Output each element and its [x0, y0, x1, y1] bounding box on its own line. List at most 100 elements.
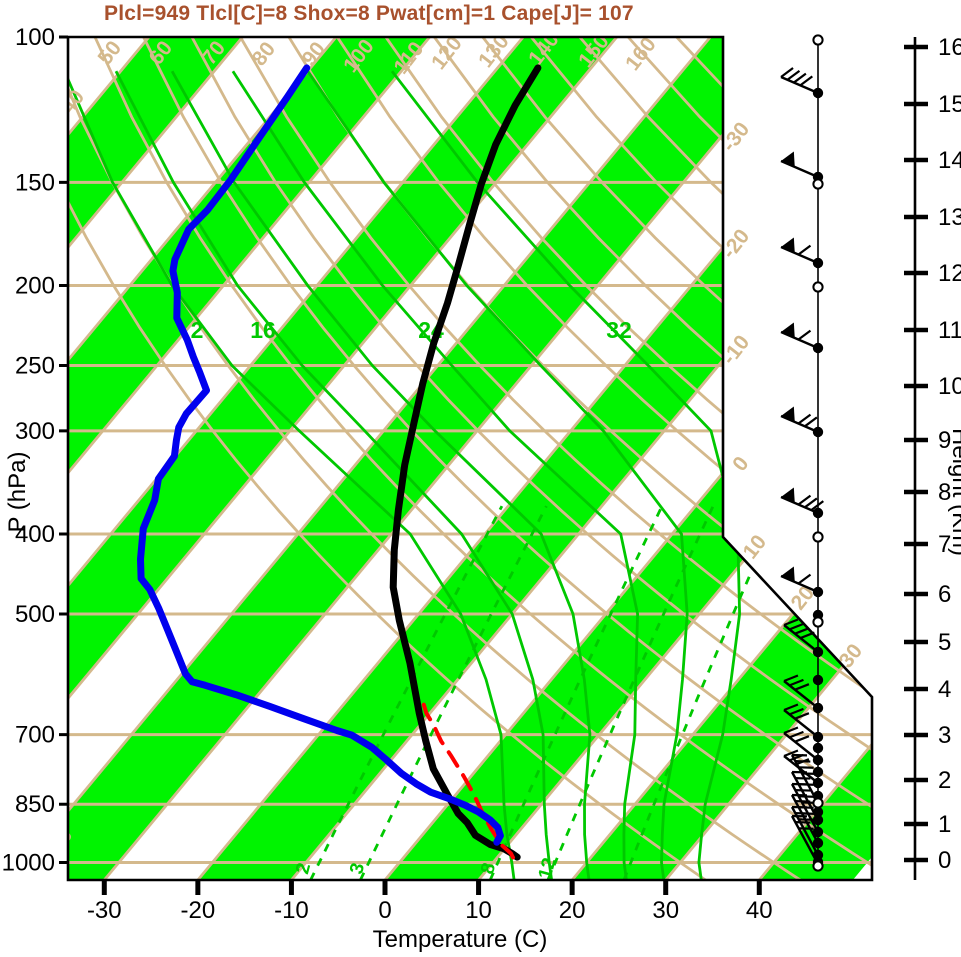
svg-text:12: 12 — [938, 260, 961, 287]
wind-level-dot — [812, 702, 824, 714]
pressure-axis-title: P (hPa) — [4, 451, 31, 533]
wind-barb — [780, 566, 819, 594]
svg-text:300: 300 — [15, 418, 55, 445]
pressure-axis: 100 150 200 250 300 400 500 700 850 1000 — [2, 24, 68, 877]
wind-level-open-circle — [812, 178, 824, 190]
svg-text:16: 16 — [250, 317, 276, 343]
svg-text:250: 250 — [15, 352, 55, 379]
temperature-axis-title: Temperature (C) — [372, 926, 548, 953]
svg-text:3: 3 — [938, 722, 951, 749]
svg-text:11: 11 — [938, 317, 961, 344]
svg-text:13: 13 — [938, 204, 961, 231]
svg-text:4: 4 — [938, 676, 951, 703]
svg-text:0: 0 — [378, 897, 391, 924]
wind-level-dot — [812, 342, 824, 354]
wind-barb — [780, 487, 824, 515]
wind-barb — [780, 237, 819, 265]
temperature-curve — [389, 64, 542, 861]
wind-level-dot — [812, 731, 824, 743]
wind-barb — [790, 805, 820, 856]
wind-barb — [783, 674, 819, 709]
wind-level-dot — [812, 814, 824, 826]
svg-text:40: 40 — [746, 897, 773, 924]
svg-text:2: 2 — [938, 767, 951, 794]
wind-level-open-circle — [812, 616, 824, 628]
wind-level-dot — [812, 766, 824, 778]
wind-barb — [783, 726, 819, 761]
svg-text:0: 0 — [728, 452, 753, 475]
svg-text:8: 8 — [477, 861, 500, 877]
svg-text:6: 6 — [938, 581, 951, 608]
wind-barb-column — [780, 34, 824, 872]
svg-text:400: 400 — [15, 521, 55, 548]
chart-title: Plcl=949 Tlcl[C]=8 Shox=8 Pwat[cm]=1 Cap… — [104, 2, 634, 25]
svg-text:7: 7 — [938, 531, 951, 558]
wind-level-open-circle — [812, 860, 824, 872]
wind-barb — [783, 703, 819, 738]
temperature-axis: -30 -20 -10 0 10 20 30 40 — [87, 880, 773, 924]
wind-level-dot — [812, 426, 824, 438]
svg-text:2: 2 — [292, 861, 315, 877]
wind-barb — [780, 67, 819, 95]
plot-border — [66, 35, 874, 882]
svg-text:16: 16 — [938, 34, 961, 61]
height-axis-title: Height (Km) — [947, 427, 961, 557]
wind-level-open-circle — [812, 34, 824, 46]
wind-level-dot — [812, 754, 824, 766]
wind-level-dot — [812, 507, 824, 519]
svg-text:700: 700 — [15, 722, 55, 749]
wind-level-open-circle — [812, 281, 824, 293]
svg-text:0: 0 — [938, 847, 951, 874]
svg-text:30: 30 — [652, 897, 679, 924]
svg-text:1000: 1000 — [2, 850, 55, 877]
wind-level-dot — [812, 806, 824, 818]
wind-level-dot — [812, 742, 824, 754]
wind-level-dot — [812, 674, 824, 686]
wind-level-dot — [812, 826, 824, 838]
svg-text:15: 15 — [938, 91, 961, 118]
wind-barb — [780, 406, 819, 434]
svg-text:850: 850 — [15, 791, 55, 818]
svg-text:500: 500 — [15, 601, 55, 628]
svg-text:1: 1 — [938, 811, 951, 838]
dewpoint-curve — [137, 64, 504, 846]
svg-text:-30: -30 — [87, 897, 122, 924]
wind-level-dot — [812, 87, 824, 99]
svg-text:120: 120 — [427, 32, 467, 74]
svg-text:8: 8 — [938, 479, 951, 506]
wind-barb — [783, 618, 819, 653]
green-isotherm-bands — [68, 37, 872, 880]
svg-text:3: 3 — [346, 861, 369, 877]
wind-barb — [780, 322, 819, 350]
wind-barb — [780, 151, 819, 179]
svg-text:-10: -10 — [274, 897, 309, 924]
wind-level-dot — [812, 646, 824, 658]
wind-level-dot — [812, 837, 824, 849]
svg-text:10: 10 — [465, 897, 492, 924]
svg-text:14: 14 — [938, 147, 961, 174]
svg-text:20: 20 — [559, 897, 586, 924]
svg-text:100: 100 — [15, 24, 55, 51]
mixing-ratio-lines — [309, 505, 782, 880]
wind-level-dot — [812, 257, 824, 269]
svg-text:5: 5 — [938, 629, 951, 656]
svg-text:-30: -30 — [40, 824, 77, 862]
wind-level-open-circle — [812, 797, 824, 809]
svg-text:32: 32 — [606, 317, 632, 343]
svg-text:200: 200 — [15, 273, 55, 300]
parcel-path-curve — [421, 702, 518, 864]
svg-text:2: 2 — [191, 317, 204, 343]
moist-adiabat-labels: 2 16 24 32 — [191, 317, 632, 343]
svg-text:-20: -20 — [181, 897, 216, 924]
wind-level-dot — [812, 777, 824, 789]
svg-text:10: 10 — [938, 373, 961, 400]
svg-text:150: 150 — [15, 169, 55, 196]
pressure-gridlines — [68, 180, 872, 864]
wind-level-dot — [812, 586, 824, 598]
svg-text:9: 9 — [938, 427, 951, 454]
wind-level-open-circle — [812, 531, 824, 543]
